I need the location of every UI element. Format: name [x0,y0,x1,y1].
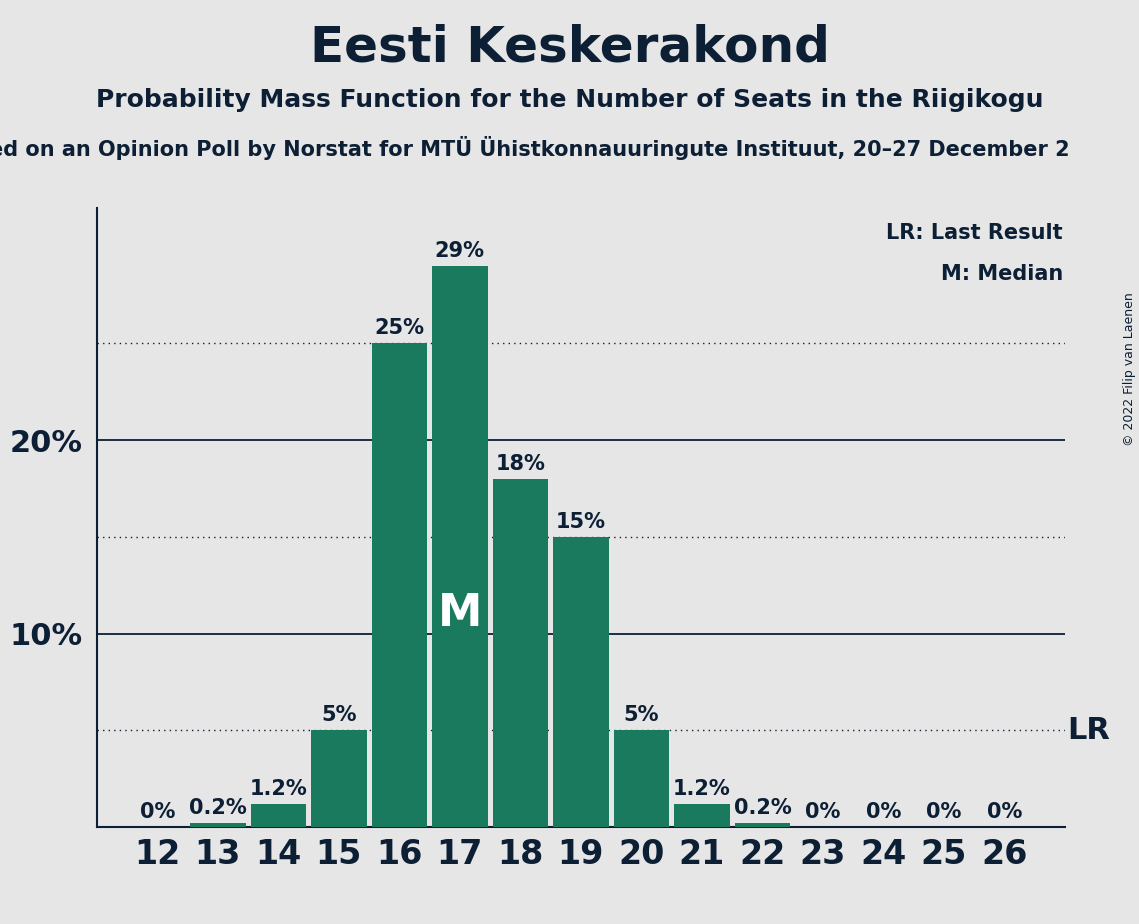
Text: Eesti Keskerakond: Eesti Keskerakond [310,23,829,71]
Bar [492,479,548,827]
Text: LR: LR [1067,716,1109,745]
Bar [251,804,306,827]
Bar [554,537,608,827]
Text: 0%: 0% [140,802,175,822]
Text: Probability Mass Function for the Number of Seats in the Riigikogu: Probability Mass Function for the Number… [96,88,1043,112]
Text: ed on an Opinion Poll by Norstat for MTÜ Ühistkonnauuringute Instituut, 20–27 De: ed on an Opinion Poll by Norstat for MTÜ… [0,136,1070,160]
Text: 15%: 15% [556,512,606,532]
Text: 0.2%: 0.2% [189,798,247,819]
Text: © 2022 Filip van Laenen: © 2022 Filip van Laenen [1123,293,1136,446]
Bar [735,823,790,827]
Text: 0.2%: 0.2% [734,798,792,819]
Text: 1.2%: 1.2% [249,779,308,799]
Bar [311,730,367,827]
Text: 0%: 0% [866,802,901,822]
Bar [674,804,730,827]
Text: 0%: 0% [986,802,1022,822]
Text: 18%: 18% [495,454,546,474]
Text: M: M [437,592,482,636]
Bar [190,823,246,827]
Text: 25%: 25% [375,319,425,338]
Text: 1.2%: 1.2% [673,779,731,799]
Bar [614,730,670,827]
Text: 5%: 5% [321,705,357,725]
Bar [432,266,487,827]
Text: 5%: 5% [624,705,659,725]
Text: 29%: 29% [435,241,485,261]
Bar [371,344,427,827]
Text: LR: Last Result: LR: Last Result [886,224,1063,243]
Text: 0%: 0% [926,802,961,822]
Text: M: Median: M: Median [941,263,1063,284]
Text: 0%: 0% [805,802,841,822]
